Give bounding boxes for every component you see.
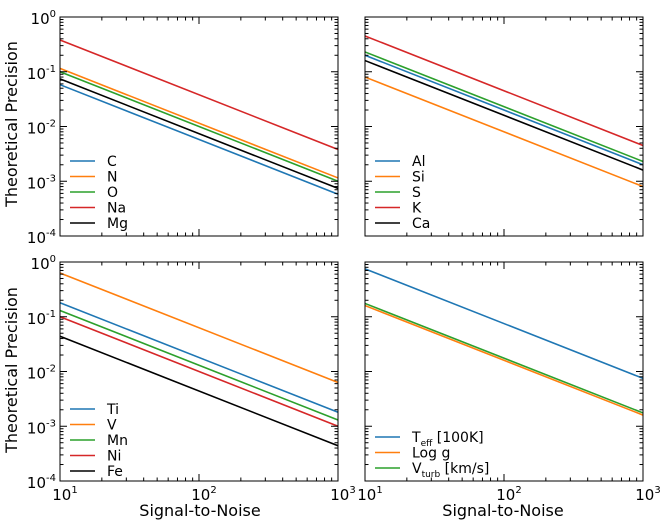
series-line-log-g	[365, 304, 643, 416]
y-tick-label: 100	[31, 254, 56, 273]
plot-frame	[364, 261, 644, 482]
legend-label: Na	[107, 201, 126, 217]
series-line-ti	[60, 302, 338, 414]
series-line-s	[365, 51, 643, 163]
y-tick-label: 10-1	[27, 309, 56, 328]
legend-label: K	[412, 201, 422, 217]
y-tick-label: 10-3	[27, 418, 56, 437]
legend-label: Al	[412, 154, 425, 170]
legend-label: V	[107, 418, 117, 434]
x-tick-label: 101	[357, 485, 382, 504]
series-line-si	[365, 76, 643, 188]
x-tick-label: 103	[330, 485, 355, 504]
series-line-t	[365, 268, 643, 380]
legend-label: Ti	[106, 402, 119, 418]
legend-label: C	[107, 154, 117, 170]
x-tick-label: 102	[191, 485, 216, 504]
ticks	[59, 16, 339, 237]
legend-label: N	[107, 170, 117, 186]
y-tick-label: 10-2	[27, 364, 56, 383]
x-axis-label-right: Signal-to-Noise	[442, 501, 563, 520]
x-tick-label: 101	[52, 485, 77, 504]
plot-frame	[364, 16, 644, 237]
series-line-ni	[60, 316, 338, 427]
legend-label: Mn	[107, 433, 128, 449]
series-lines	[365, 35, 643, 188]
legend-label: Ca	[412, 216, 430, 232]
y-tick-label: 10-2	[27, 119, 56, 138]
x-tick-label: 102	[496, 485, 521, 504]
plot-frame	[59, 261, 339, 482]
series-lines	[60, 272, 338, 447]
series-line-al	[365, 54, 643, 166]
legend-label: O	[107, 185, 118, 201]
legend-label: S	[412, 185, 421, 201]
x-tick-label: 103	[635, 485, 660, 504]
ticks	[364, 261, 644, 482]
y-axis-label-bottom: Theoretical Precision	[2, 287, 21, 454]
series-line-c	[60, 83, 338, 195]
y-tick-label: 10-4	[27, 473, 56, 492]
plot-frame	[59, 16, 339, 237]
series-lines	[60, 39, 338, 195]
series-line-mn	[60, 309, 338, 421]
y-tick-label: 10-1	[27, 64, 56, 83]
legend-label: Vturb [km/s]	[412, 461, 489, 480]
series-line-ca	[365, 59, 643, 171]
x-axis-label-left: Signal-to-Noise	[139, 501, 260, 520]
legend-label: Ni	[107, 449, 121, 465]
series-line-o	[60, 71, 338, 182]
legend-label: Fe	[107, 464, 123, 480]
legend-label: Log g	[412, 446, 450, 462]
series-line-k	[365, 35, 643, 147]
y-axis-label-top: Theoretical Precision	[2, 41, 21, 208]
series-line-mg	[60, 78, 338, 190]
series-line-na	[60, 39, 338, 151]
legend-label: Teff [100K]	[411, 430, 484, 449]
y-tick-label: 100	[31, 9, 56, 28]
legend-label: Si	[412, 170, 425, 186]
y-tick-label: 10-4	[27, 228, 56, 247]
series-line-v	[60, 272, 338, 384]
series-line-v	[365, 302, 643, 414]
legend-label: Mg	[107, 216, 128, 232]
y-tick-label: 10-3	[27, 173, 56, 192]
series-line-n	[60, 67, 338, 179]
series-line-fe	[60, 335, 338, 447]
ticks	[364, 16, 644, 237]
series-lines	[365, 268, 643, 416]
